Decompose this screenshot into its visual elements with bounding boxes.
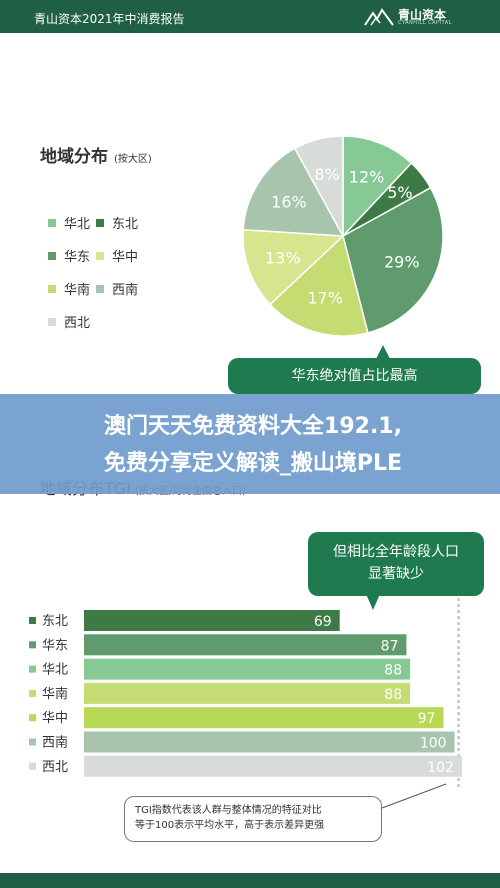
pie-slice-label: 12%: [349, 167, 385, 186]
pie-slice-西南: [242, 147, 345, 237]
overlay-banner[interactable]: 澳门天天免费资料大全192.1, 免费分享定义解读_搬山境PLE: [0, 394, 500, 494]
bar-callout-line-1: 但相比全年龄段人口: [333, 544, 459, 560]
pie-callout: 华东绝对值占比最高: [228, 358, 481, 394]
bar-callout: 但相比全年龄段人口 显著缺少: [308, 532, 484, 596]
report-title: 青山资本2021年中消费报告: [34, 12, 185, 26]
bar-华北: [84, 658, 411, 680]
bar-category-label: 华东: [42, 638, 68, 653]
pie-slice-华南: [269, 234, 369, 337]
pie-chart-title: 地域分布 (按大区): [40, 142, 152, 167]
legend-label: 华南: [64, 283, 91, 298]
bar-category-swatch: [29, 617, 36, 624]
note-leader-line: [381, 783, 447, 809]
legend-item: 华东: [48, 246, 90, 265]
bar-callout-line-2: 显著缺少: [368, 566, 424, 582]
pie-slice-华东: [342, 186, 444, 334]
bar-callout-arrow: [366, 594, 380, 610]
bar-category-swatch: [29, 762, 36, 770]
bar-value-label: 88: [384, 687, 402, 703]
pie-slice-label: 5%: [387, 183, 412, 202]
report-header: 青山资本2021年中消费报告 青山资本 CYANHILL CAPITAL: [0, 0, 500, 33]
pie-slice-label: 13%: [265, 249, 301, 268]
legend-item: 华北: [48, 213, 90, 232]
bar-华南: [84, 682, 411, 704]
pie-slice-西北: [293, 135, 344, 237]
legend-label: 华北: [64, 217, 91, 232]
legend-item: 东北: [96, 213, 138, 232]
pie-slice-华中: [242, 228, 345, 306]
pie-slice-label: 17%: [307, 288, 343, 307]
bar-category-swatch: [29, 641, 36, 649]
pie-slice-label: 8%: [314, 165, 339, 184]
overlay-text[interactable]: 澳门天天免费资料大全192.1, 免费分享定义解读_搬山境PLE: [18, 408, 488, 482]
bar-西北: [84, 755, 462, 777]
bar-华东: [84, 634, 407, 656]
legend-label: 东北: [112, 217, 139, 232]
bar-category-label: 华中: [42, 711, 68, 726]
legend-swatch: [48, 252, 56, 260]
legend-swatch: [48, 219, 56, 227]
legend-label: 西南: [112, 283, 139, 298]
bar-category-label: 西南: [42, 735, 68, 751]
brand-name: 青山资本: [398, 8, 447, 22]
bar-value-label: 100: [420, 736, 447, 752]
bar-category-label: 华南: [42, 686, 68, 702]
overlay-line-2[interactable]: 免费分享定义解读_搬山境PLE: [103, 451, 403, 476]
bar-category-label: 西北: [42, 760, 68, 775]
bar-category-swatch: [29, 689, 36, 697]
bar-value-label: 69: [314, 614, 332, 630]
legend-item: 华中: [96, 246, 138, 265]
legend-item: 华南: [48, 279, 90, 298]
pie-title-text: 地域分布: [40, 147, 108, 167]
tgi-note-line-2: 等于100表示平均水平，高于表示差异更强: [135, 820, 325, 831]
pie-callout-arrow: [376, 345, 390, 359]
bar-东北: [84, 610, 340, 631]
bar-category-label: 华北: [42, 663, 68, 678]
overlay-line-1[interactable]: 澳门天天免费资料大全192.1,: [104, 414, 402, 439]
brand-subtitle: CYANHILL CAPITAL: [398, 20, 452, 26]
legend-label: 西北: [64, 316, 91, 331]
bar-category-swatch: [29, 714, 36, 722]
bar-value-label: 102: [427, 760, 454, 776]
mountain-icon: [364, 8, 394, 26]
legend-item: 西南: [96, 279, 138, 298]
legend-swatch: [48, 285, 56, 293]
pie-slice-华北: [342, 135, 413, 238]
tgi-note: TGI指数代表该人群与整体情况的特征对比 等于100表示平均水平，高于表示差异更…: [124, 796, 382, 842]
bar-value-label: 87: [381, 638, 399, 654]
pie-slice-label: 29%: [384, 252, 420, 271]
legend-label: 华中: [112, 250, 139, 265]
report-footer: [0, 873, 500, 888]
bar-华中: [84, 707, 444, 729]
bar-category-swatch: [29, 738, 36, 746]
bar-value-label: 97: [418, 711, 436, 727]
tgi-note-line-1: TGI指数代表该人群与整体情况的特征对比: [135, 805, 322, 816]
legend-swatch: [96, 219, 104, 227]
legend-swatch: [48, 318, 56, 326]
pie-subtitle: (按大区): [114, 154, 152, 165]
bar-category-swatch: [29, 665, 36, 673]
brand-logo: 青山资本 CYANHILL CAPITAL: [364, 5, 474, 29]
legend-item: 西北: [48, 312, 90, 331]
pie-slice-label: 16%: [271, 193, 307, 212]
bar-西南: [84, 731, 455, 753]
legend-label: 华东: [64, 250, 91, 265]
bar-value-label: 88: [384, 663, 402, 679]
bar-category-label: 东北: [42, 614, 68, 629]
legend-swatch: [96, 285, 104, 293]
legend-swatch: [96, 252, 104, 260]
